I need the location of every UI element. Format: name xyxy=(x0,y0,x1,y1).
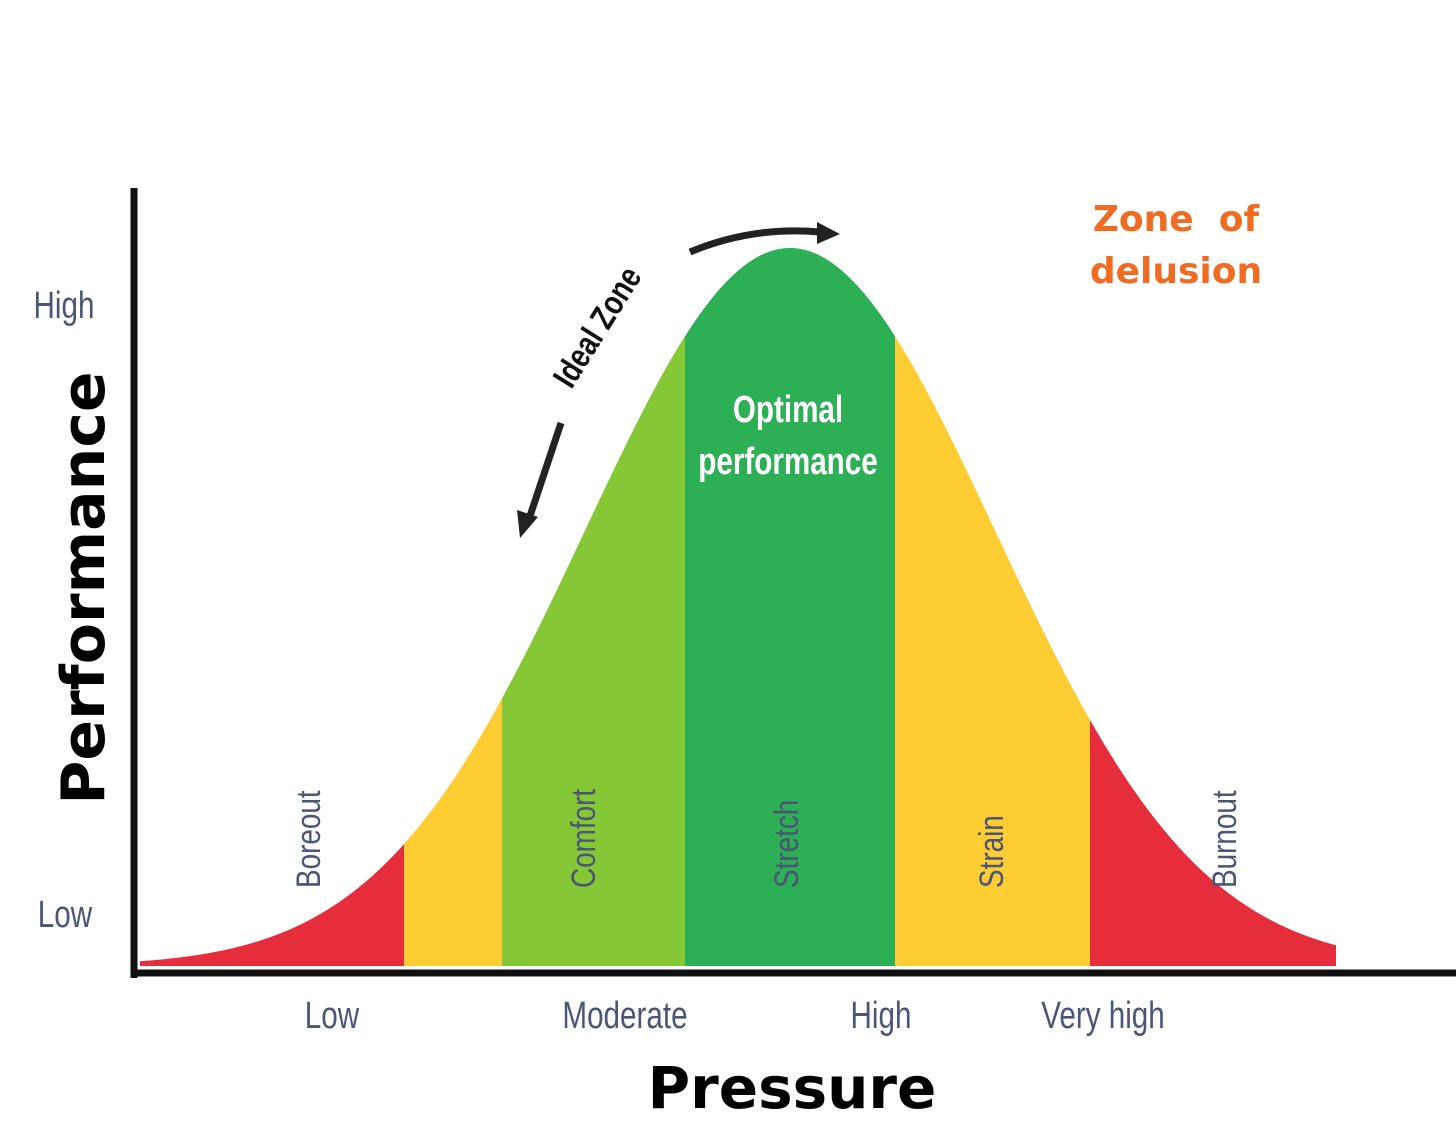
x-tick-very-high: Very high xyxy=(1041,995,1165,1037)
x-tick-moderate: Moderate xyxy=(562,995,687,1037)
zone-label-burnout: Burnout xyxy=(1205,790,1243,888)
x-tick-high: High xyxy=(851,995,912,1037)
ideal-zone-label: Ideal Zone xyxy=(545,260,649,394)
zone-of-delusion-line2: delusion xyxy=(1090,251,1262,292)
ideal-zone-right-arrowhead xyxy=(817,222,840,244)
ideal-zone-down-arrow xyxy=(526,421,565,518)
ideal-zone-right-arrow xyxy=(688,227,821,256)
zone-band-boreout xyxy=(140,248,404,966)
y-tick-low: Low xyxy=(38,894,93,936)
optimal-performance-line2: performance xyxy=(698,441,877,483)
ideal-zone-down-arrowhead xyxy=(517,510,538,538)
optimal-performance-line1: Optimal xyxy=(733,389,843,431)
x-tick-low: Low xyxy=(305,995,360,1037)
zone-band-stretch xyxy=(685,248,895,966)
y-axis-title: Performance xyxy=(49,371,119,804)
zone-label-stretch: Stretch xyxy=(767,800,805,888)
zone-of-delusion-line1: Zone of xyxy=(1093,199,1260,240)
x-axis-title: Pressure xyxy=(648,1054,937,1122)
zone-label-comfort: Comfort xyxy=(564,789,602,888)
zone-band-lower-yellow xyxy=(404,248,502,966)
zone-label-boreout: Boreout xyxy=(289,790,327,888)
y-tick-high: High xyxy=(34,285,95,327)
zone-label-strain: Strain xyxy=(972,815,1010,888)
